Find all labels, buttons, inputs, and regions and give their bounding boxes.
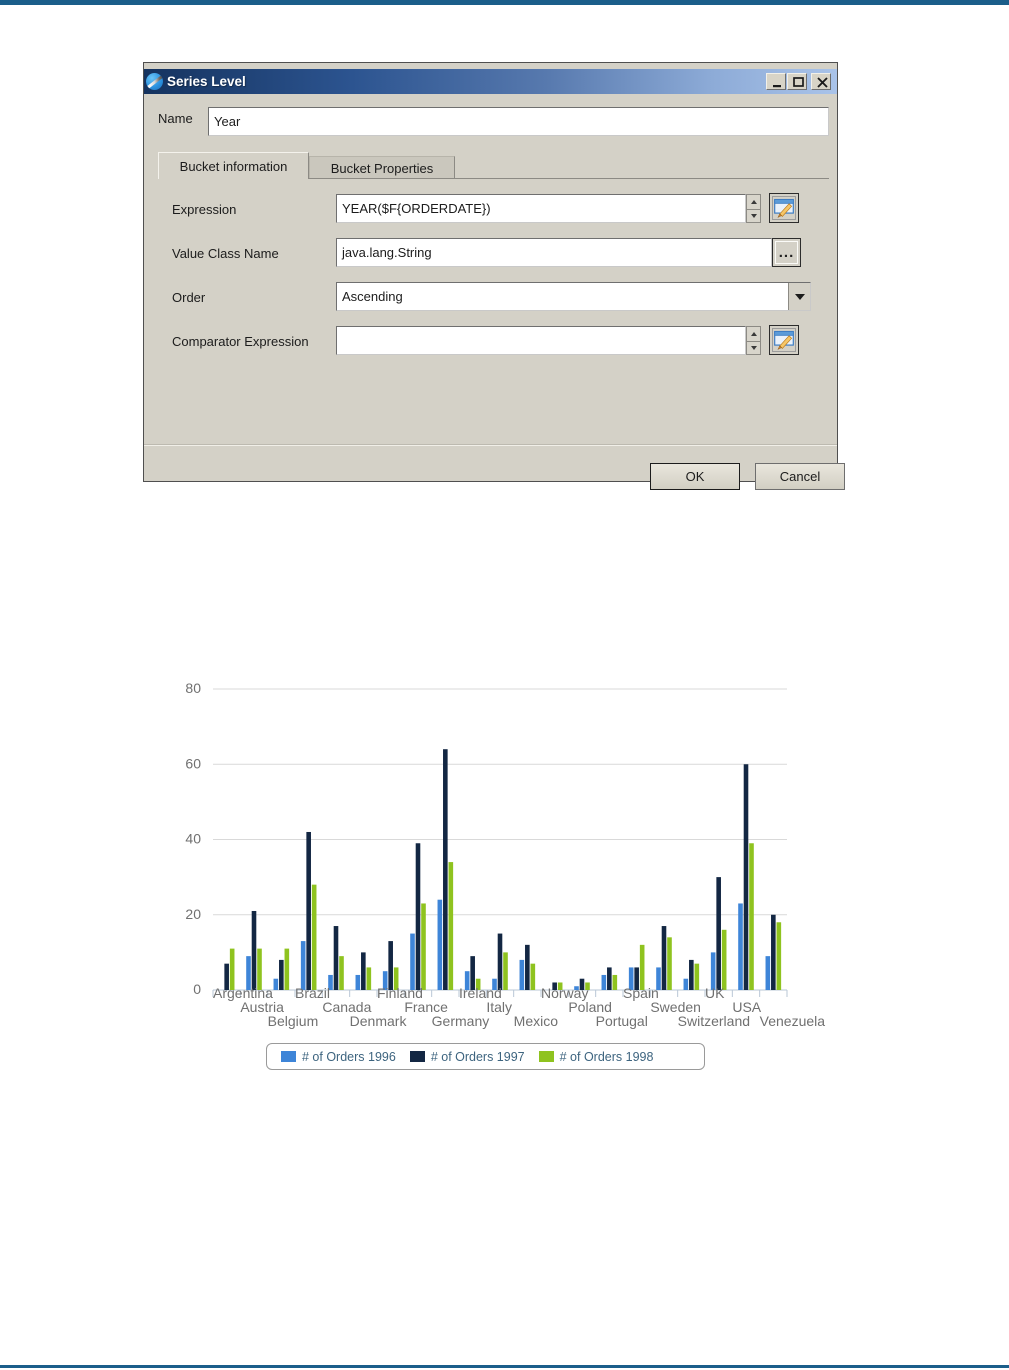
svg-text:Denmark: Denmark bbox=[350, 1013, 408, 1029]
svg-text:USA: USA bbox=[732, 999, 761, 1015]
svg-text:40: 40 bbox=[185, 831, 201, 847]
svg-text:Portugal: Portugal bbox=[596, 1013, 648, 1029]
svg-text:0: 0 bbox=[193, 981, 201, 997]
svg-text:UK: UK bbox=[705, 985, 725, 1001]
svg-text:60: 60 bbox=[185, 755, 201, 771]
svg-text:80: 80 bbox=[185, 680, 201, 696]
svg-text:Switzerland: Switzerland bbox=[678, 1013, 750, 1029]
svg-text:Belgium: Belgium bbox=[268, 1013, 319, 1029]
svg-text:20: 20 bbox=[185, 906, 201, 922]
svg-text:Venezuela: Venezuela bbox=[760, 1013, 826, 1029]
svg-text:Mexico: Mexico bbox=[514, 1013, 559, 1029]
svg-text:Germany: Germany bbox=[432, 1013, 490, 1029]
svg-text:Italy: Italy bbox=[486, 999, 512, 1015]
